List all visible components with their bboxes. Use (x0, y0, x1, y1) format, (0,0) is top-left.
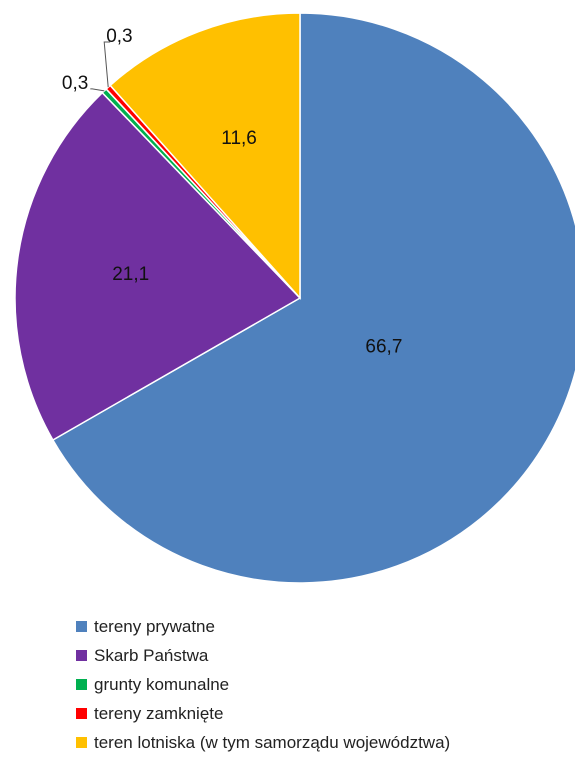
legend-swatch-tereny-zamkniete (76, 708, 87, 719)
data-label-grunty-komunalne: 0,3 (62, 73, 88, 94)
legend-label-teren-lotniska: teren lotniska (w tym samorządu wojewódz… (94, 732, 451, 752)
legend-swatch-teren-lotniska (76, 737, 87, 748)
pie-slices (14, 12, 575, 584)
legend-label-grunty-komunalne: grunty komunalne (94, 674, 230, 694)
legend-item-grunty-komunalne: grunty komunalne (76, 670, 450, 699)
legend-label-tereny-prywatne: tereny prywatne (94, 616, 215, 636)
data-label-tereny-zamkniete: 0,3 (106, 26, 132, 47)
pie-slice-tereny-prywatne (51, 12, 575, 584)
legend-label-tereny-zamkniete: tereny zamknięte (94, 703, 224, 723)
leader-lines (90, 41, 111, 92)
data-label-skarb-panstwa: 21,1 (112, 264, 149, 285)
legend-item-tereny-zamkniete: tereny zamknięte (76, 699, 450, 728)
pie-chart: 66,7 21,1 0,3 0,3 11,6 (14, 12, 575, 584)
data-labels: 66,7 21,1 0,3 0,3 11,6 (62, 26, 403, 358)
leader-line-grunty-komunalne (90, 88, 105, 92)
legend-swatch-grunty-komunalne (76, 679, 87, 690)
leader-line-tereny-zamkniete (103, 41, 111, 88)
legend-swatch-skarb-panstwa (76, 650, 87, 661)
legend-item-tereny-prywatne: tereny prywatne (76, 612, 450, 641)
legend: tereny prywatne Skarb Państwa grunty kom… (76, 612, 450, 757)
legend-label-skarb-panstwa: Skarb Państwa (94, 645, 209, 665)
legend-item-teren-lotniska: teren lotniska (w tym samorządu wojewódz… (76, 728, 450, 757)
legend-item-skarb-panstwa: Skarb Państwa (76, 641, 450, 670)
pie-slice-teren-lotniska-w-tym-samorzadu-wojewodztwa (109, 12, 301, 300)
pie-slice-skarb-panstwa (14, 91, 302, 442)
data-label-tereny-prywatne: 66,7 (365, 337, 402, 358)
data-label-teren-lotniska-w-tym-samorzadu-wojewodztwa: 11,6 (221, 128, 257, 149)
legend-swatch-tereny-prywatne (76, 621, 87, 632)
